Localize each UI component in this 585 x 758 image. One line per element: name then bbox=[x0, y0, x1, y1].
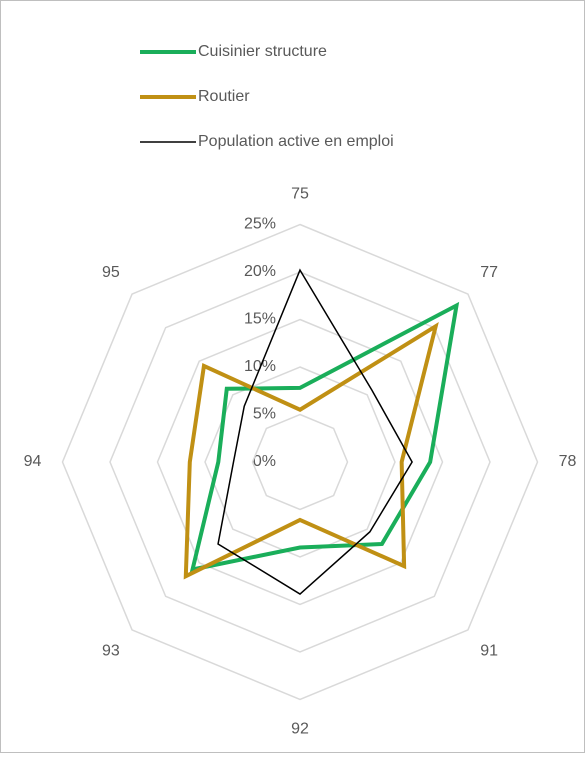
grid-ring bbox=[251, 413, 349, 511]
legend-label: Cuisinier structure bbox=[198, 43, 327, 60]
series-line bbox=[189, 301, 460, 573]
category-label: 77 bbox=[480, 264, 498, 281]
r-tick-label: 20% bbox=[244, 263, 276, 280]
category-label: 78 bbox=[559, 453, 577, 470]
category-label: 91 bbox=[480, 642, 498, 659]
r-tick-label: 0% bbox=[253, 453, 276, 470]
r-tick-label: 5% bbox=[253, 406, 276, 423]
legend-label: Population active en emploi bbox=[198, 133, 394, 150]
series-line bbox=[183, 322, 439, 580]
legend-label: Routier bbox=[198, 88, 250, 105]
category-label: 95 bbox=[102, 264, 120, 281]
r-tick-label: 25% bbox=[244, 216, 276, 233]
grid-ring bbox=[109, 271, 491, 653]
r-tick-label: 15% bbox=[244, 311, 276, 328]
series-line bbox=[217, 268, 413, 595]
grid-ring bbox=[156, 318, 444, 606]
category-label: 92 bbox=[291, 721, 309, 738]
grid-ring bbox=[61, 223, 539, 701]
category-label: 75 bbox=[291, 186, 309, 203]
category-label: 94 bbox=[24, 453, 42, 470]
category-label: 93 bbox=[102, 642, 120, 659]
